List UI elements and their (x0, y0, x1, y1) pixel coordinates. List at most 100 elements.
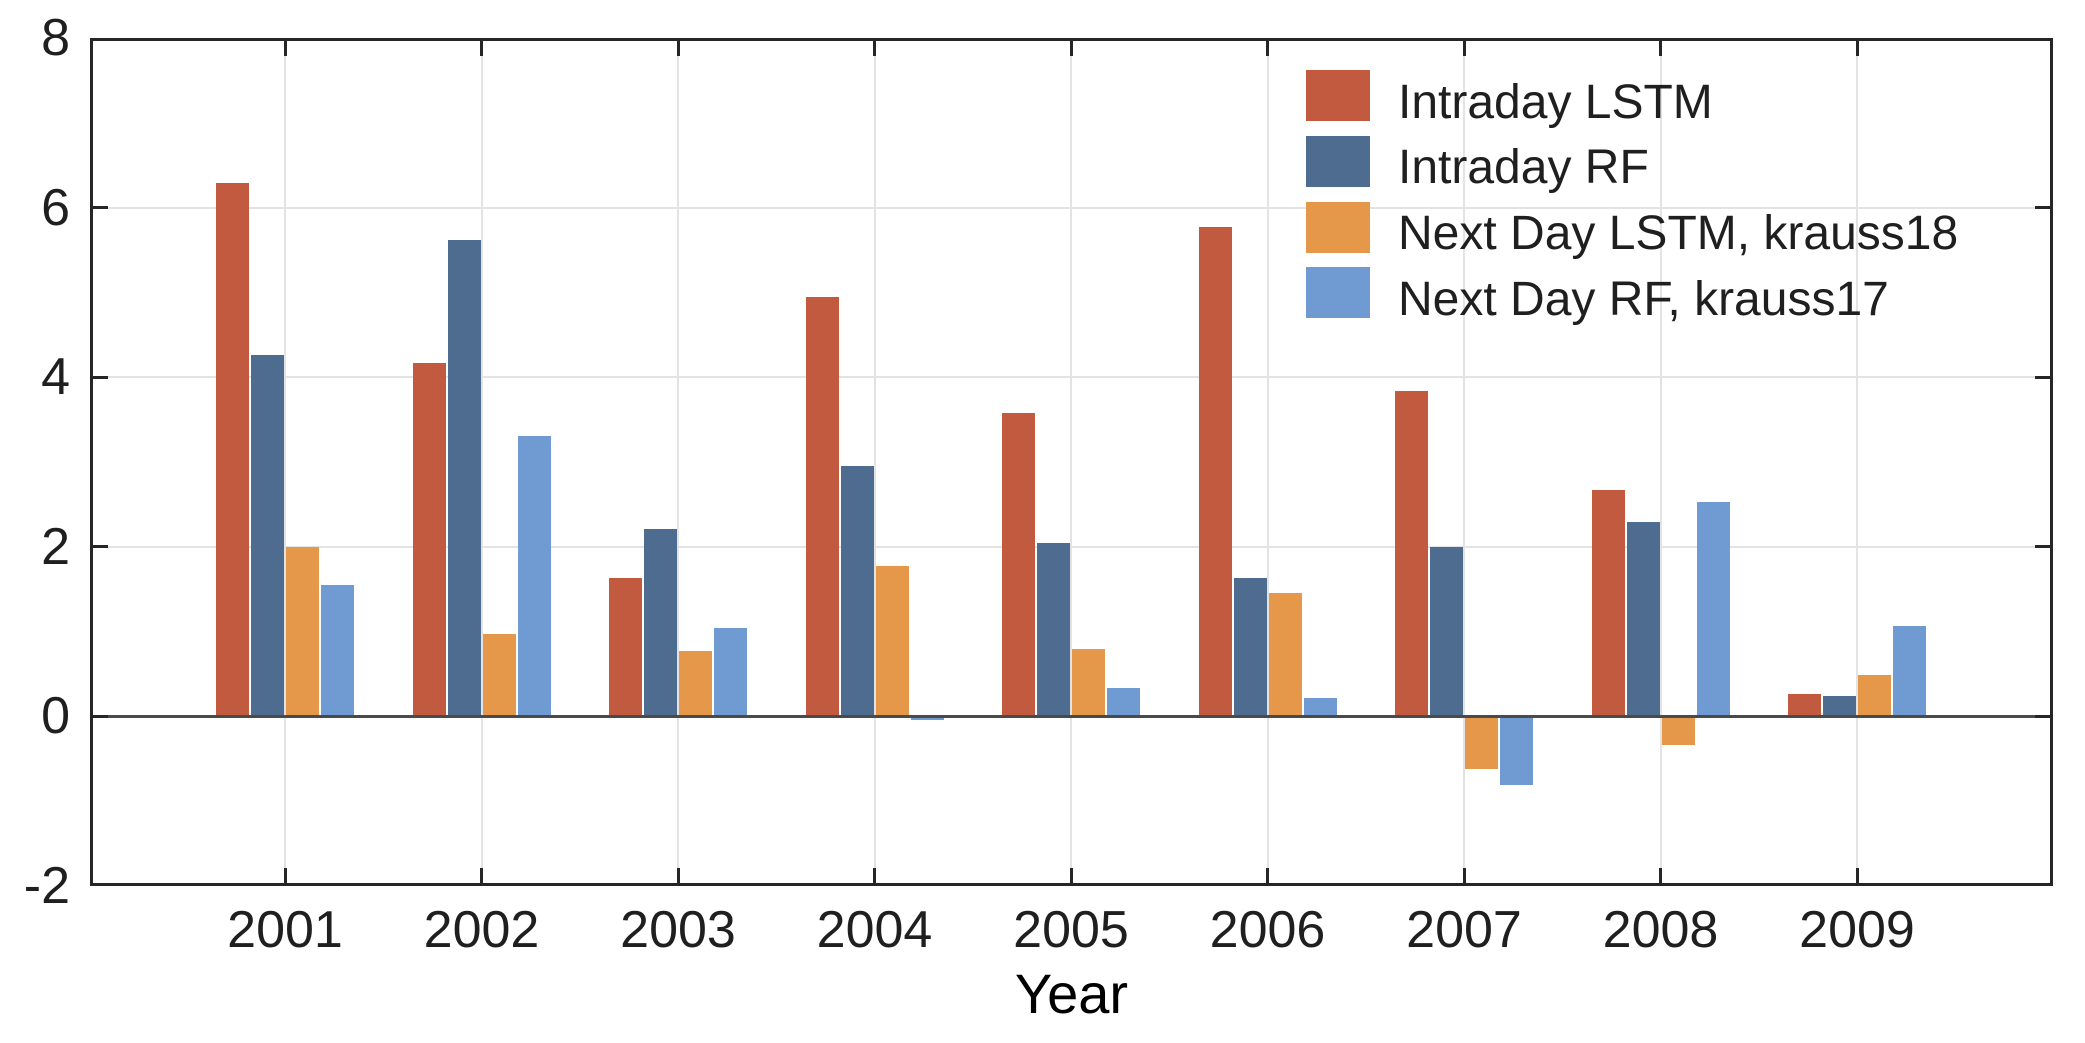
x-tick-label: 2004 (816, 901, 933, 959)
bar-2003-intraday-rf (644, 528, 677, 716)
x-tick-top (1266, 38, 1269, 56)
bar-2004-intraday-rf (840, 465, 874, 716)
bar-2009-next-day-rf-krauss17 (1893, 626, 1926, 716)
bar-2002-next-day-rf-krauss17 (517, 436, 551, 716)
x-tick-top (1462, 38, 1466, 56)
x-tick-label: 2003 (620, 901, 736, 959)
vertical-gridline (677, 38, 679, 886)
bar-2009-intraday-lstm (1788, 693, 1821, 716)
x-tick-bottom (480, 868, 483, 886)
y-tick-right (2035, 545, 2053, 548)
bar-2008-next-day-lstm-krauss18 (1661, 716, 1695, 745)
x-tick-label: 2007 (1406, 901, 1522, 959)
y-tick-right (2035, 206, 2053, 209)
legend-swatch-4 (1306, 267, 1370, 319)
vertical-gridline (873, 38, 876, 886)
x-tick-bottom (283, 868, 287, 886)
x-tick-bottom (1659, 868, 1662, 886)
bar-2003-intraday-lstm (609, 577, 642, 716)
bar-2005-intraday-lstm (1002, 413, 1035, 716)
legend-label-4: Next Day RF, krauss17 (1398, 272, 1889, 326)
vertical-gridline (1266, 38, 1269, 886)
bar-2005-intraday-rf (1037, 543, 1070, 716)
x-tick-bottom (873, 868, 876, 886)
x-tick-label: 2005 (1013, 901, 1129, 959)
x-tick-top (1069, 38, 1073, 56)
bar-2008-intraday-rf (1626, 521, 1660, 716)
vertical-gridline (480, 38, 483, 886)
y-tick-label: -2 (23, 856, 70, 915)
x-tick-label: 2008 (1602, 901, 1719, 959)
bar-2001-next-day-lstm-krauss18 (286, 546, 319, 716)
y-tick-left (90, 375, 108, 379)
y-tick-left (90, 714, 108, 718)
x-tick-bottom (1069, 868, 1073, 886)
bar-2002-intraday-rf (447, 239, 481, 716)
bar-2004-intraday-lstm (805, 297, 839, 716)
y-tick-label: 6 (41, 178, 70, 237)
bar-2008-intraday-lstm (1591, 489, 1625, 716)
y-tick-right (2035, 714, 2053, 718)
vertical-gridline (1659, 38, 1662, 886)
horizontal-gridline (90, 376, 2053, 378)
x-tick-top (676, 38, 680, 56)
vertical-gridline (1463, 38, 1465, 886)
bar-2006-next-day-lstm-krauss18 (1268, 593, 1302, 716)
x-tick-top (1855, 38, 1859, 56)
bar-2002-next-day-lstm-krauss18 (482, 633, 516, 716)
y-tick-left (90, 206, 108, 209)
x-tick-top (283, 38, 287, 56)
bar-2009-intraday-rf (1823, 695, 1856, 716)
x-tick-top (1659, 38, 1662, 56)
bar-2005-next-day-rf-krauss17 (1107, 688, 1140, 716)
legend-swatch-3 (1306, 201, 1370, 253)
y-tick-right (2035, 375, 2053, 379)
legend-swatch-2 (1306, 135, 1370, 187)
plot-frame (90, 38, 2053, 886)
bar-2007-intraday-rf (1430, 546, 1463, 716)
bar-2006-intraday-lstm (1198, 226, 1232, 716)
bar-2001-next-day-rf-krauss17 (321, 584, 354, 716)
horizontal-gridline (90, 206, 2053, 209)
bar-2009-next-day-lstm-krauss18 (1858, 675, 1891, 716)
x-tick-bottom (1855, 868, 1859, 886)
y-tick-label: 2 (41, 517, 70, 576)
bar-2007-next-day-rf-krauss17 (1500, 716, 1533, 785)
bar-2003-next-day-rf-krauss17 (714, 627, 747, 716)
legend-label-2: Intraday RF (1398, 141, 1649, 195)
vertical-gridline (284, 38, 286, 886)
legend-label-1: Intraday LSTM (1398, 75, 1713, 129)
bar-2007-intraday-lstm (1395, 391, 1428, 716)
x-axis-title: Year (1014, 962, 1129, 1025)
x-tick-top (480, 38, 483, 56)
legend-swatch-1 (1306, 70, 1370, 121)
bar-2004-next-day-lstm-krauss18 (875, 565, 909, 716)
bar-2003-next-day-lstm-krauss18 (679, 650, 712, 716)
legend-label-3: Next Day LSTM, krauss18 (1398, 207, 1959, 261)
bar-2007-next-day-lstm-krauss18 (1465, 716, 1498, 769)
y-tick-label: 8 (41, 9, 70, 67)
y-tick-label: 0 (41, 687, 70, 745)
x-tick-label: 2009 (1799, 901, 1915, 959)
bar-2001-intraday-lstm (216, 182, 249, 716)
bar-2004-next-day-rf-krauss17 (910, 716, 944, 721)
bar-2006-next-day-rf-krauss17 (1303, 698, 1337, 716)
x-tick-top (873, 38, 876, 56)
x-tick-label: 2002 (423, 901, 540, 959)
bar-2008-next-day-rf-krauss17 (1696, 501, 1730, 716)
x-tick-bottom (676, 868, 680, 886)
vertical-gridline (1856, 38, 1858, 886)
x-tick-bottom (1462, 868, 1466, 886)
y-tick-label: 4 (41, 348, 70, 406)
bar-2002-intraday-lstm (412, 362, 446, 716)
zero-line (90, 714, 2053, 718)
bar-2001-intraday-rf (251, 354, 284, 716)
y-tick-left (90, 545, 108, 548)
x-tick-label: 2001 (227, 901, 343, 959)
bar-2005-next-day-lstm-krauss18 (1072, 649, 1105, 716)
vertical-gridline (1070, 38, 1072, 886)
x-tick-label: 2006 (1209, 901, 1326, 959)
bar-2006-intraday-rf (1233, 577, 1267, 716)
x-tick-bottom (1266, 868, 1269, 886)
